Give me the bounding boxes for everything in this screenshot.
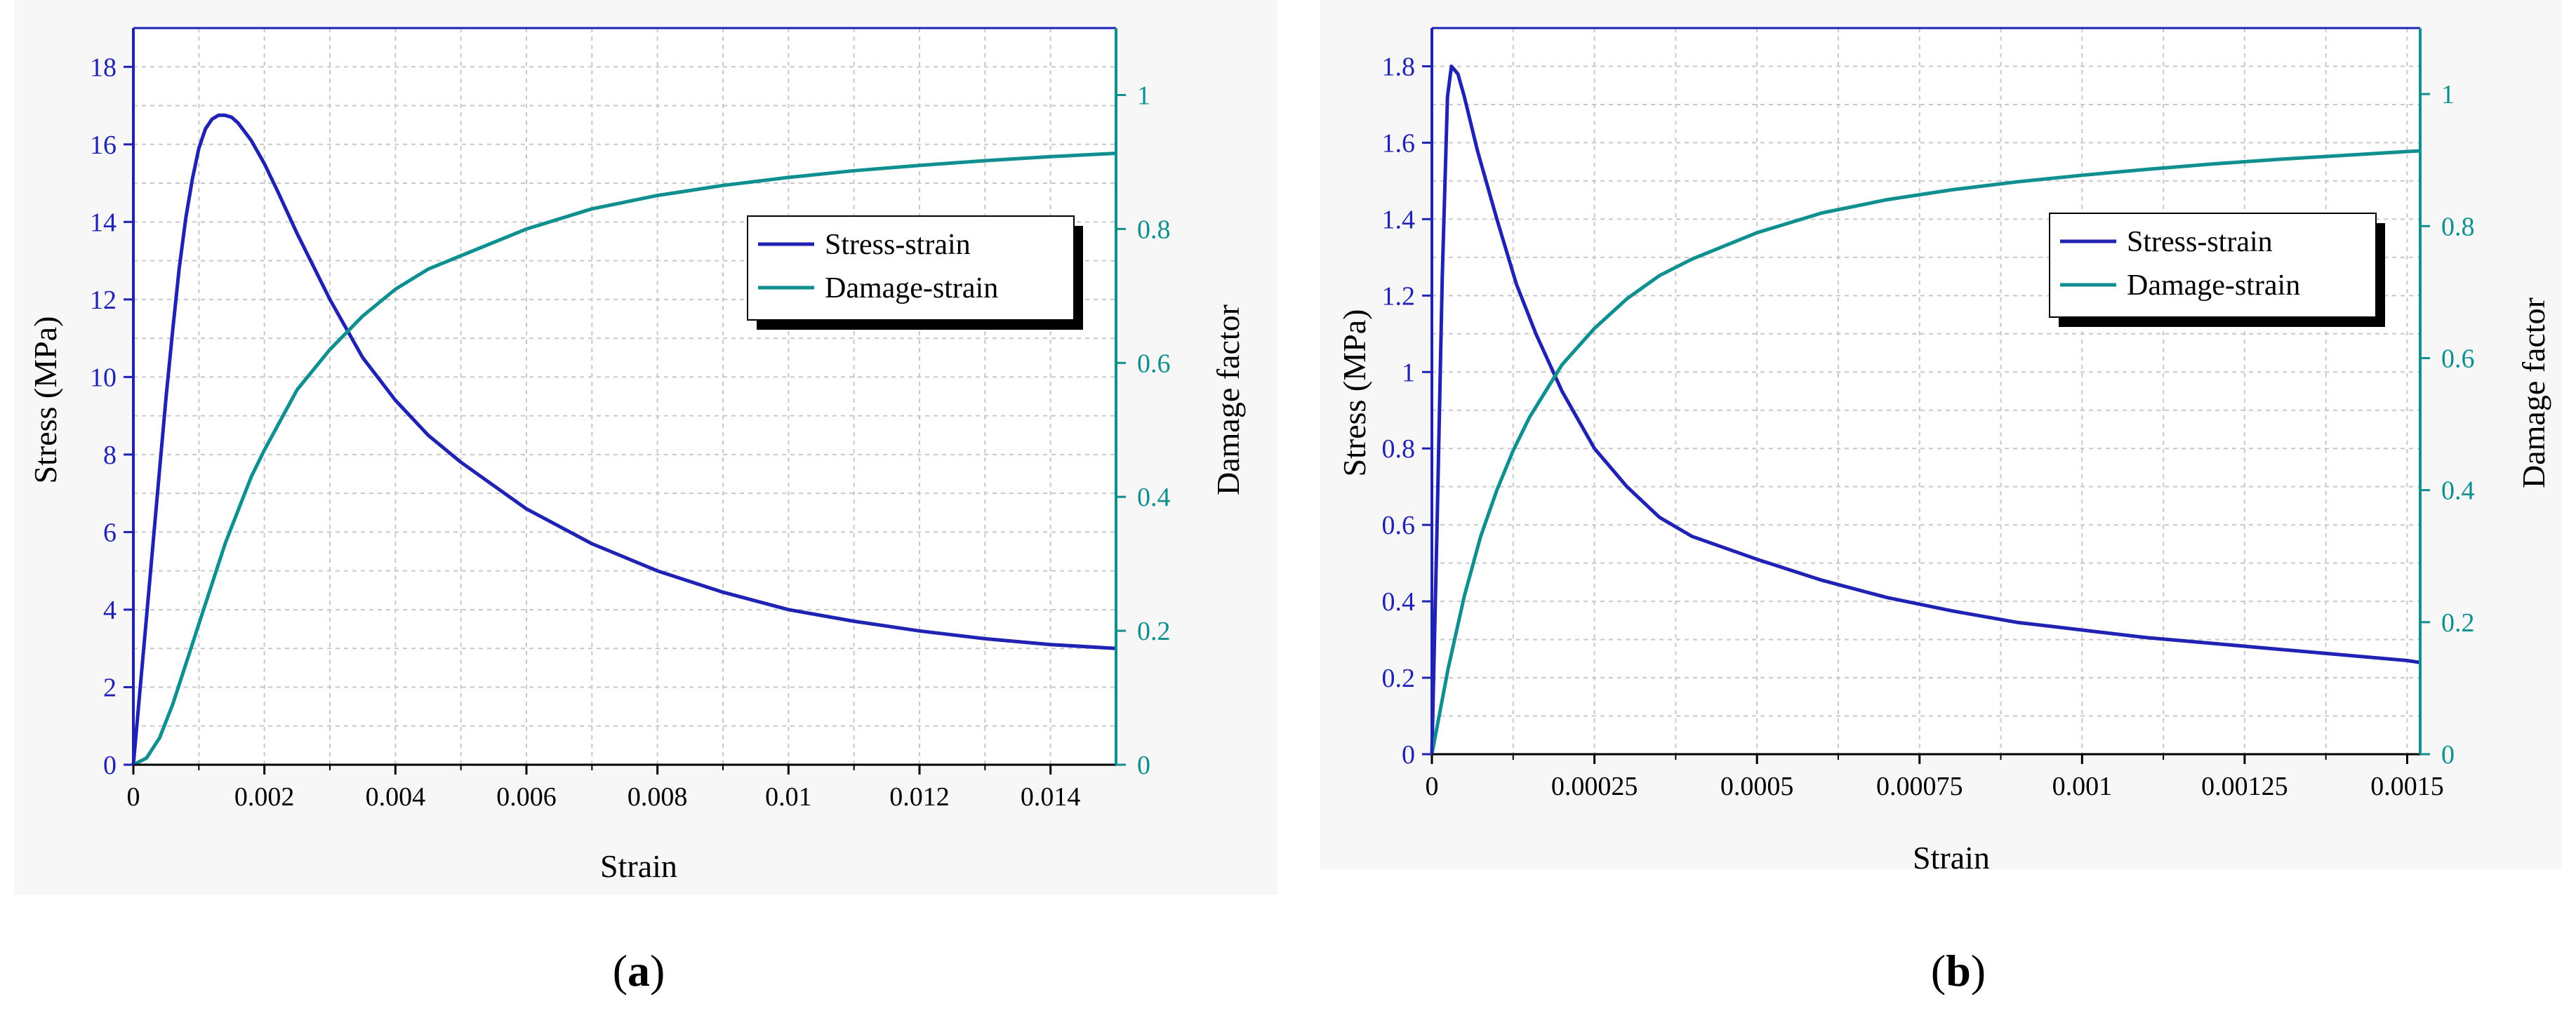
- panel-b-series-damage-line: [1430, 149, 2421, 755]
- panel-b-legend-box: [2049, 213, 2377, 318]
- panel-a-y-tick-label: 12: [90, 286, 117, 315]
- panel-a-y2-tick-label: 0.4: [1137, 483, 1171, 512]
- panel-b-legend: Stress-strain Damage-strain: [2049, 213, 2385, 327]
- panel-a-series-stress-line: [131, 113, 1117, 765]
- panel-a-y-tick-label: 4: [103, 596, 117, 625]
- panel-b-plot-area: [1432, 28, 2420, 754]
- panel-a-series-damage-line: [132, 152, 1117, 767]
- panel-a-y-tick-label: 10: [90, 363, 117, 392]
- panel-b-y2-tick-label: 0: [2441, 740, 2455, 770]
- panel-b-y-tick-label: 1: [1402, 358, 1415, 387]
- panel-a-y-axis-title: Stress (MPa): [27, 316, 63, 484]
- panel-b-legend-damage-label: Damage-strain: [2127, 269, 2300, 302]
- panel-b-legend-stress-label: Stress-strain: [2127, 226, 2273, 258]
- panel-b-y-tick-label: 0.8: [1382, 434, 1416, 464]
- panel-a-x-tick-label: 0.008: [628, 782, 688, 812]
- panel-a-y2-axis-title: Damage factor: [1210, 304, 1246, 495]
- panel-b-x-axis-title: Strain: [1913, 840, 1990, 876]
- chart-panel-a: 0 0.002 0.004 0.006 0.008 0.01 0.012 0.014 0 2 4 6 8…: [27, 27, 1246, 996]
- panel-b-x-tick-label: 0: [1426, 772, 1439, 801]
- panel-b-x-tick-label: 0.001: [2052, 772, 2113, 801]
- chart-panel-b: 0 0.00025 0.0005 0.00075 0.001 0.00125 0.00150…: [1336, 27, 2551, 996]
- panel-a-y-tick-label: 0: [103, 751, 117, 780]
- panel-a-x-tick-label: 0.012: [889, 782, 950, 812]
- panel-b-x-tick-label: 0.00025: [1551, 772, 1638, 801]
- panel-b-y2-axis-title: Damage factor: [2516, 297, 2551, 488]
- panel-b-caption-letter: b: [1946, 946, 1971, 996]
- panel-b-series-stress-line: [1430, 65, 2421, 755]
- panel-a-y2-tick-label: 0.2: [1137, 617, 1171, 646]
- panel-b-y2-tick-label: 0.4: [2441, 476, 2475, 506]
- panel-b-x-tick-label: 0.00125: [2201, 772, 2288, 801]
- panel-a-y-tick-label: 18: [90, 53, 117, 82]
- panel-a-legend-box: [747, 215, 1075, 321]
- panel-a-y2-tick-label: 0: [1137, 751, 1150, 780]
- panel-b-y2-tick-label: 0.2: [2441, 608, 2475, 638]
- panel-a-legend: Stress-strain Damage-strain: [747, 215, 1083, 330]
- panel-a-y-tick-label: 2: [103, 673, 117, 702]
- panel-a-caption: (a): [613, 946, 665, 996]
- panel-a-x-tick-label: 0.01: [765, 782, 812, 812]
- panel-b-y2-tick-label: 0.8: [2441, 212, 2475, 241]
- panel-a-x-axis-title: Strain: [600, 848, 677, 884]
- panel-b-y-tick-label: 1.4: [1382, 205, 1416, 234]
- panel-b-y-tick-label: 0.2: [1382, 664, 1416, 693]
- panel-b-plot-layer: 0 0.00025 0.0005 0.00075 0.001 0.00125 0.00150…: [1382, 27, 2475, 801]
- panel-a-y2-tick-label: 0.8: [1137, 215, 1171, 244]
- panel-b-x-tick-label: 0.00075: [1876, 772, 1963, 801]
- panel-a-y-tick-label: 6: [103, 518, 117, 547]
- panel-a-x-tick-label: 0.014: [1021, 782, 1081, 812]
- panel-b-caption: (b): [1931, 946, 1986, 996]
- panel-a-x-tick-label: 0.002: [234, 782, 295, 812]
- panel-b-y-tick-label: 0.4: [1382, 587, 1416, 617]
- panel-b-y-tick-label: 0: [1402, 740, 1415, 770]
- panel-a-legend-stress-label: Stress-strain: [825, 229, 971, 261]
- panel-a-x-tick-label: 0.006: [496, 782, 557, 812]
- panel-a-y2-tick-label: 0.6: [1137, 349, 1171, 378]
- panel-a-y-tick-label: 14: [90, 208, 117, 237]
- panel-b-y2-tick-label: 0.6: [2441, 344, 2475, 373]
- panel-b-y-tick-label: 0.6: [1382, 511, 1416, 540]
- panel-b-x-tick-label: 0.0015: [2370, 772, 2444, 801]
- panel-a-plot-area: [133, 28, 1116, 765]
- panel-b-y-tick-label: 1.2: [1382, 281, 1416, 311]
- panel-b-y-tick-label: 1.6: [1382, 128, 1416, 158]
- panel-b-x-tick-label: 0.0005: [1720, 772, 1794, 801]
- panel-a-y-tick-label: 8: [103, 441, 117, 470]
- panel-b-y-tick-label: 1.8: [1382, 52, 1416, 81]
- panel-a-x-tick-label: 0: [127, 782, 140, 812]
- panel-b-y2-tick-label: 1: [2441, 80, 2455, 109]
- panel-a-legend-damage-label: Damage-strain: [825, 272, 998, 304]
- panel-a-caption-letter: a: [628, 946, 650, 996]
- panel-a-x-tick-label: 0.004: [366, 782, 426, 812]
- panel-b-y-axis-title: Stress (MPa): [1336, 309, 1372, 477]
- panel-a-plot-layer: 0 0.002 0.004 0.006 0.008 0.01 0.012 0.014 0 2 4 6 8…: [90, 27, 1171, 812]
- panel-a-y2-tick-label: 1: [1137, 81, 1150, 110]
- panel-a-y-tick-label: 16: [90, 130, 117, 160]
